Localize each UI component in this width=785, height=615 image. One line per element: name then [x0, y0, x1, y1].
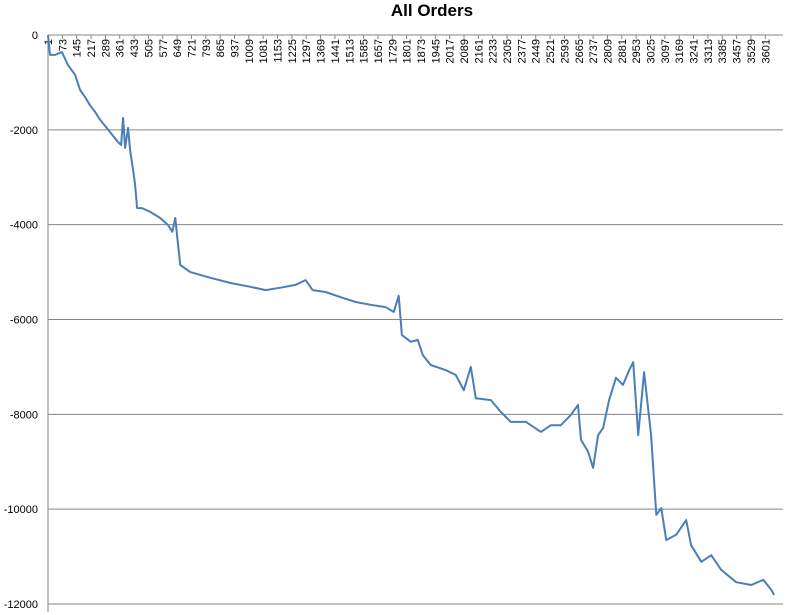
x-tick-label: 73	[57, 39, 69, 51]
x-tick-label: 1441	[330, 39, 342, 63]
x-tick-label: 1801	[402, 39, 414, 63]
x-tick-label: 1009	[244, 39, 256, 63]
x-tick-label: 2665	[574, 39, 586, 63]
y-tick-label: -12000	[4, 599, 38, 611]
y-tick-label: -10000	[4, 504, 38, 516]
x-tick-label: 1081	[258, 39, 270, 63]
x-tick-label: 3241	[689, 39, 701, 63]
x-tick-label: 2881	[617, 39, 629, 63]
y-tick-label: -4000	[10, 220, 38, 232]
x-tick-label: 793	[201, 39, 213, 57]
x-tick-label: 865	[215, 39, 227, 57]
x-tick-label: 145	[72, 39, 84, 57]
x-tick-label: 1153	[273, 39, 285, 63]
x-tick-label: 577	[158, 39, 170, 57]
x-tick-label: 1297	[301, 39, 313, 63]
x-tick-label: 505	[143, 39, 155, 57]
chart-title: All Orders	[391, 1, 473, 20]
x-tick-label: 1513	[344, 39, 356, 63]
x-tick-label: 2521	[545, 39, 557, 63]
x-tick-label: 649	[172, 39, 184, 57]
x-tick-label: 3457	[732, 39, 744, 63]
x-tick-label: 721	[186, 39, 198, 57]
x-tick-label: 3385	[717, 39, 729, 63]
x-tick-label: 3313	[703, 39, 715, 63]
x-tick-label: 3025	[646, 39, 658, 63]
y-tick-label: -8000	[10, 409, 38, 421]
x-tick-label: 217	[86, 39, 98, 57]
x-tick-label: 2161	[473, 39, 485, 63]
x-tick-label: 1225	[287, 39, 299, 63]
x-tick-label: 289	[100, 39, 112, 57]
x-tick-label: 2809	[602, 39, 614, 63]
x-tick-label: 433	[129, 39, 141, 57]
x-tick-label: 3529	[746, 39, 758, 63]
x-tick-label: 2953	[631, 39, 643, 63]
x-tick-label: 2089	[459, 39, 471, 63]
x-tick-label: 3169	[674, 39, 686, 63]
y-tick-label: -6000	[10, 315, 38, 327]
x-tick-label: 1369	[316, 39, 328, 63]
x-tick-label: 1873	[416, 39, 428, 63]
y-tick-label: 0	[32, 30, 38, 42]
x-tick-label: 2233	[488, 39, 500, 63]
x-tick-label: 3601	[760, 39, 772, 63]
x-tick-label: 1729	[387, 39, 399, 63]
x-tick-label: 937	[229, 39, 241, 57]
x-tick-label: 361	[115, 39, 127, 57]
x-tick-label: 1945	[430, 39, 442, 63]
x-tick-label: 3097	[660, 39, 672, 63]
y-tick-label: -2000	[10, 125, 38, 137]
x-tick-label: 2449	[531, 39, 543, 63]
x-tick-label: 2377	[516, 39, 528, 63]
x-tick-label: 2305	[502, 39, 514, 63]
x-tick-label: 2593	[559, 39, 571, 63]
data-line	[47, 34, 776, 596]
x-tick-label: 2737	[588, 39, 600, 63]
x-tick-label: 2017	[445, 39, 457, 63]
x-tick-label: 1585	[359, 39, 371, 63]
x-tick-label: 1657	[373, 39, 385, 63]
